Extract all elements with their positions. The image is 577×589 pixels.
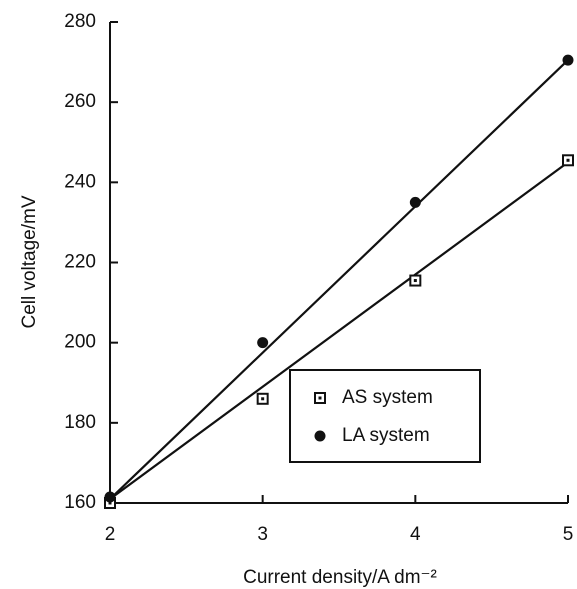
marker xyxy=(562,154,574,167)
x-tick-label: 3 xyxy=(257,524,268,545)
legend-label: AS system xyxy=(342,387,433,408)
y-tick-label: 160 xyxy=(64,492,96,513)
x-axis-title: Current density/A dm⁻² xyxy=(243,567,437,588)
marker xyxy=(104,491,116,503)
y-axis-title: Cell voltage/mV xyxy=(19,195,40,328)
legend-box xyxy=(289,369,481,463)
fit-line xyxy=(109,161,569,500)
y-tick-label: 260 xyxy=(64,91,96,112)
marker xyxy=(257,337,269,349)
legend-label: LA system xyxy=(342,425,430,446)
x-tick-label: 5 xyxy=(563,524,574,545)
legend-marker xyxy=(314,392,326,404)
marker xyxy=(562,54,574,66)
y-tick-label: 180 xyxy=(64,412,96,433)
x-tick-label: 4 xyxy=(410,524,421,545)
y-tick-label: 240 xyxy=(64,171,96,192)
fit-line xyxy=(109,59,569,500)
marker xyxy=(409,196,421,208)
y-tick-label: 280 xyxy=(64,11,96,32)
y-tick-label: 220 xyxy=(64,252,96,273)
marker xyxy=(256,392,269,405)
x-tick-label: 2 xyxy=(105,524,116,545)
y-tick-label: 200 xyxy=(64,332,96,353)
legend-marker xyxy=(314,430,326,442)
marker xyxy=(409,274,422,287)
